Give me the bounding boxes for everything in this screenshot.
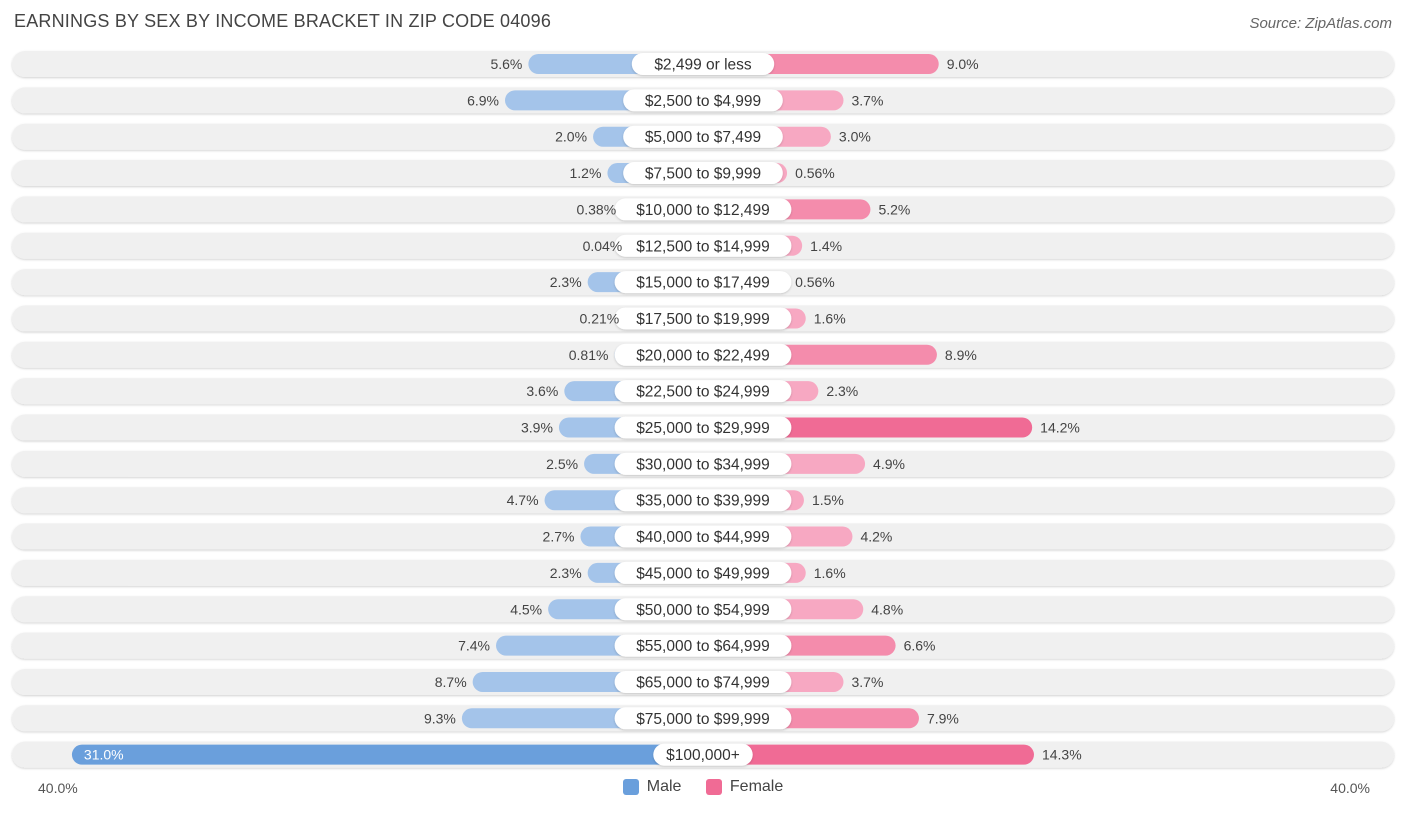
value-label-male: 7.4%: [458, 638, 490, 654]
category-label: $65,000 to $74,999: [636, 674, 770, 691]
value-label-female: 1.5%: [812, 492, 844, 508]
value-label-male: 2.7%: [543, 529, 575, 545]
value-label-male: 2.0%: [555, 129, 587, 145]
category-label: $25,000 to $29,999: [636, 420, 770, 437]
category-label: $2,499 or less: [654, 57, 752, 74]
category-pill: [614, 707, 792, 730]
value-label-female: 5.2%: [878, 201, 910, 217]
value-label-female: 3.7%: [851, 92, 883, 108]
category-label: $75,000 to $99,999: [636, 711, 770, 728]
category-pill: [623, 125, 783, 148]
category-label: $5,000 to $7,499: [645, 129, 761, 146]
category-pill: [614, 525, 792, 548]
value-label-male: 0.04%: [583, 238, 623, 254]
value-label-female: 0.56%: [795, 274, 835, 290]
category-pill: [614, 198, 792, 221]
value-label-male: 4.5%: [510, 601, 542, 617]
category-label: $30,000 to $34,999: [636, 456, 770, 473]
category-label: $2,500 to $4,999: [645, 93, 761, 110]
category-label: $50,000 to $54,999: [636, 602, 770, 619]
category-pill: [614, 380, 792, 403]
category-label: $40,000 to $44,999: [636, 529, 770, 546]
value-label-male: 2.3%: [550, 565, 582, 581]
category-label: $22,500 to $24,999: [636, 384, 770, 401]
value-label-male: 31.0%: [84, 747, 124, 763]
category-label: $35,000 to $39,999: [636, 493, 770, 510]
value-label-female: 9.0%: [947, 56, 979, 72]
value-label-male: 3.9%: [521, 420, 553, 436]
category-pill: [614, 271, 792, 294]
category-pill: [623, 162, 783, 185]
value-label-female: 3.0%: [839, 129, 871, 145]
legend: Male Female: [0, 778, 1406, 800]
category-pill: [614, 307, 792, 330]
value-label-male: 8.7%: [435, 674, 467, 690]
category-pill: [631, 53, 775, 75]
value-label-male: 9.3%: [424, 710, 456, 726]
chart-title: EARNINGS BY SEX BY INCOME BRACKET IN ZIP…: [14, 11, 552, 31]
value-label-female: 14.2%: [1040, 420, 1080, 436]
legend-label-female: Female: [729, 778, 784, 795]
value-label-male: 6.9%: [467, 92, 499, 108]
category-label: $10,000 to $12,499: [636, 202, 770, 219]
value-label-female: 6.6%: [904, 638, 936, 654]
category-label: $45,000 to $49,999: [636, 565, 770, 582]
value-label-female: 3.7%: [851, 674, 883, 690]
category-pill: [614, 343, 792, 366]
category-pill: [614, 489, 792, 512]
value-label-male: 0.81%: [569, 347, 609, 363]
bar-male: [71, 744, 704, 765]
value-label-female: 1.4%: [810, 238, 842, 254]
value-label-male: 2.5%: [546, 456, 578, 472]
category-pill: [614, 416, 792, 439]
value-label-female: 2.3%: [826, 383, 858, 399]
category-pill: [614, 634, 792, 657]
legend-swatch-male: [622, 779, 639, 795]
bar-female: [703, 744, 1034, 765]
category-label: $15,000 to $17,499: [636, 275, 770, 292]
category-pill: [623, 89, 783, 112]
source-credit: Source: ZipAtlas.com: [1249, 15, 1392, 32]
value-label-female: 4.9%: [873, 456, 905, 472]
category-pill: [614, 670, 792, 693]
value-label-male: 0.21%: [580, 310, 620, 326]
category-label: $55,000 to $64,999: [636, 638, 770, 655]
axis-right-label: 40.0%: [1330, 780, 1370, 796]
category-pill: [614, 598, 792, 621]
value-label-male: 5.6%: [490, 56, 522, 72]
value-label-male: 2.3%: [550, 274, 582, 290]
earnings-chart: $2,499 or less 5.6% 9.0% $2,500 to $4,999 6.…: [12, 51, 1394, 768]
legend-swatch-female: [705, 779, 722, 795]
legend-item-female[interactable]: Female: [705, 778, 784, 796]
value-label-female: 4.8%: [871, 601, 903, 617]
category-pill: [614, 561, 792, 584]
value-label-female: 7.9%: [927, 710, 959, 726]
category-pill: [614, 452, 792, 475]
category-pill: [653, 743, 753, 766]
legend-item-male[interactable]: Male: [622, 778, 682, 796]
category-label: $17,500 to $19,999: [636, 311, 770, 328]
value-label-male: 4.7%: [507, 492, 539, 508]
category-label: $12,500 to $14,999: [636, 238, 770, 255]
value-label-male: 3.6%: [526, 383, 558, 399]
axis-left-label: 40.0%: [38, 780, 78, 796]
category-label: $20,000 to $22,499: [636, 347, 770, 364]
value-label-female: 4.2%: [860, 529, 892, 545]
value-label-female: 1.6%: [814, 310, 846, 326]
value-label-female: 14.3%: [1042, 747, 1082, 763]
category-label: $7,500 to $9,999: [645, 166, 761, 183]
value-label-male: 0.38%: [576, 201, 616, 217]
category-label: $100,000+: [666, 747, 740, 764]
value-label-male: 1.2%: [570, 165, 602, 181]
value-label-female: 8.9%: [945, 347, 977, 363]
value-label-female: 1.6%: [814, 565, 846, 581]
value-label-female: 0.56%: [795, 165, 835, 181]
category-pill: [614, 234, 792, 257]
legend-label-male: Male: [646, 778, 682, 795]
